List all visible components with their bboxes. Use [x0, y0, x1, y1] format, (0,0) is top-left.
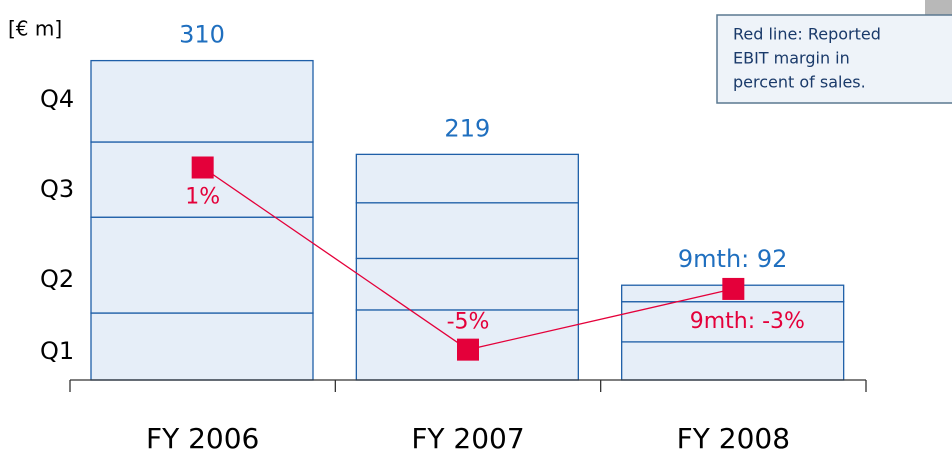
- bar-segment: [355, 202, 579, 260]
- annotation: percent of sales.: [733, 73, 866, 92]
- series-label: Q1: [40, 337, 74, 365]
- bar-segment: [90, 312, 314, 381]
- series-label: Q3: [40, 175, 74, 203]
- bar-segment: [621, 341, 845, 381]
- x-tick-label: FY 2007: [411, 422, 524, 453]
- total-label: 219: [444, 114, 490, 142]
- margin-marker: [722, 277, 745, 300]
- margin-label: 9mth: -3%: [690, 309, 805, 334]
- annotation-box: [716, 14, 952, 104]
- series-label: Q4: [40, 85, 74, 113]
- series-label: Q2: [40, 265, 74, 293]
- x-tick-label: FY 2006: [146, 422, 259, 453]
- margin-label: 1%: [185, 185, 220, 210]
- bar-segment: [355, 153, 579, 204]
- total-label: 310: [179, 21, 225, 49]
- bar-segment: [90, 59, 314, 143]
- x-tick-label: FY 2008: [677, 422, 790, 453]
- unit-label: [€ m]: [8, 17, 62, 41]
- bar-segment: [90, 141, 314, 218]
- bar-segment: [355, 257, 579, 311]
- total-label: 9mth: 92: [678, 245, 788, 273]
- margin-marker: [457, 338, 479, 361]
- tab: [925, 0, 952, 15]
- annotation: Red line: Reported: [733, 25, 881, 44]
- bar-segment: [90, 216, 314, 314]
- annotation: EBIT margin in: [733, 49, 850, 68]
- margin-marker: [191, 156, 214, 179]
- margin-label: -5%: [447, 310, 490, 335]
